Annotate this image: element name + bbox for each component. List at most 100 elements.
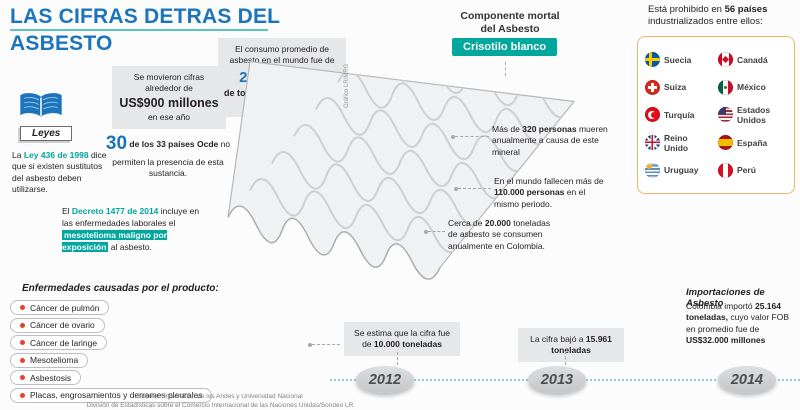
country-name: Suiza <box>664 82 687 93</box>
component-label-line2: del Asbesto <box>480 23 540 36</box>
c3-post: toneladas de asbesto se consumen anualme… <box>448 218 551 251</box>
country-name: Suecia <box>664 54 692 65</box>
timeline-leader-line <box>308 342 340 347</box>
c3-figure: 20.000 <box>484 218 511 228</box>
figure-2013-box: La cifra bajó a 15.961 toneladas <box>518 328 624 363</box>
imports-mid: cuyo valor FOB en promedio fue de <box>686 312 789 334</box>
c1-figure: 320 personas <box>522 124 577 134</box>
bullet-dot-icon <box>20 375 25 380</box>
component-label: Componente mortal del Asbesto <box>428 10 592 36</box>
banned-intro: Está prohibido en 56 países industrializ… <box>648 4 794 28</box>
c2-pre: En el mundo fallecen más de <box>494 176 604 186</box>
disease-label: Cáncer de laringe <box>30 337 98 348</box>
disease-item: Mesotelioma <box>10 352 89 368</box>
espana-flag-icon <box>718 135 733 151</box>
bullet-dot-icon <box>20 392 25 398</box>
callout-leader-line <box>451 134 489 139</box>
country-row: Reino Unido <box>645 129 714 157</box>
imports-pre: Colombia importó <box>686 301 755 311</box>
bullet-dot-icon <box>20 305 25 310</box>
corrugated-asbestos-sheet-illustration <box>227 60 576 280</box>
country-row: Suiza <box>645 74 714 102</box>
banned-intro-post: industrializados entre ellos: <box>648 15 763 27</box>
laws-label: Leyes <box>20 126 73 141</box>
ocde-stat: 30 de los 33 países Ocde no permiten la … <box>100 132 236 179</box>
estimate-2012-box: Se estima que la cifra fue de 10.000 ton… <box>344 322 460 357</box>
moved-post: en ese año <box>147 112 191 123</box>
bullet-dot-icon <box>20 322 25 328</box>
diseases-list: Cáncer de pulmón Cáncer de ovario Cáncer… <box>10 300 213 403</box>
turquia-flag-icon <box>645 107 660 123</box>
country-row: Uruguay <box>645 156 714 184</box>
estados-unidos-flag-icon <box>718 107 733 123</box>
disease-item: Cáncer de pulmón <box>10 300 110 315</box>
crisotilo-badge: Crisotilo blanco <box>452 38 558 56</box>
disease-item: Cáncer de laringe <box>10 335 108 350</box>
source-line1: Fuente: Universidad de los Andes y Unive… <box>137 393 303 400</box>
country-name: Canadá <box>737 54 768 65</box>
ocde-bold: de los 33 países Ocde <box>127 139 219 149</box>
country-row: Perú <box>718 156 787 184</box>
decree-pre: El <box>62 206 72 216</box>
source-footnote: Fuente: Universidad de los Andes y Unive… <box>60 393 380 410</box>
decree-mid: incluye en las enfermedades laborales el <box>62 206 200 228</box>
open-book-icon <box>20 93 62 117</box>
imports-paragraph: Colombia importó 25.164 toneladas, cuyo … <box>686 301 794 347</box>
badge-leader-line <box>505 62 506 76</box>
bullet-dot-icon <box>20 357 25 363</box>
suiza-flag-icon <box>645 79 660 95</box>
country-row: México <box>718 74 787 102</box>
law-pre: La <box>12 150 24 160</box>
deaths-320-callout: Más de 320 personas mueren anualmente a … <box>492 124 610 158</box>
year-badge-2013: 2013 <box>528 366 586 393</box>
deaths-110000-callout: En el mundo fallecen más de 110.000 pers… <box>494 176 612 210</box>
c3-pre: Cerca de <box>448 218 485 228</box>
estimate-2012-pre: Se estima que la cifra fue de <box>354 328 450 350</box>
figure-2013-figure: 15.961 toneladas <box>551 334 612 356</box>
estimate-2012-figure: 10.000 toneladas <box>373 339 442 350</box>
country-name: Estados Unidos <box>737 104 771 125</box>
component-label-line1: Componente mortal <box>460 10 560 22</box>
disease-label: Asbestosis <box>30 372 72 383</box>
imports-value: US$32.000 millones <box>686 335 766 346</box>
connector-2012 <box>397 352 398 365</box>
country-row: Canadá <box>718 46 787 74</box>
ocde-count: 30 <box>105 133 128 154</box>
disease-label: Placas, engrosamientos y derrames pleura… <box>30 390 203 400</box>
country-row: Estados Unidos <box>718 101 787 129</box>
reino-unido-flag-icon <box>645 135 660 151</box>
suecia-flag-icon <box>645 52 660 68</box>
country-row: Turquía <box>645 101 714 129</box>
uruguay-flag-icon <box>645 162 660 178</box>
country-name: Uruguay <box>664 165 699 176</box>
disease-label: Mesotelioma <box>30 355 79 365</box>
disease-item: Cáncer de ovario <box>10 317 105 333</box>
c1-pre: Más de <box>492 124 523 134</box>
decree-post: al asbesto. <box>108 241 152 252</box>
c2-post: en el mismo periodo. <box>494 187 586 209</box>
disease-item: Placas, engrosamientos y derrames pleura… <box>10 387 213 403</box>
country-row: Suecia <box>645 46 714 74</box>
figure-2013-pre: La cifra bajó a <box>530 334 586 344</box>
law-436-paragraph: La Ley 436 de 1998 dice que si existen s… <box>12 150 110 196</box>
connector-2013 <box>565 351 566 365</box>
banned-intro-count: 56 países <box>724 4 768 15</box>
country-name: España <box>737 137 768 148</box>
decree-1477-paragraph: El Decreto 1477 de 2014 incluye en las e… <box>62 206 202 254</box>
ocde-rest: no permiten la presencia de esta sustanc… <box>112 139 231 178</box>
consumed-20000-callout: Cerca de 20.000 toneladas de asbesto se … <box>448 218 552 252</box>
country-row: España <box>718 129 787 157</box>
imports-heading: Importaciones de Asbesto <box>686 287 765 309</box>
diseases-heading: Enfermedades causadas por el producto: <box>22 283 219 294</box>
source-line2: División de Estadísticas sobre el Comerc… <box>86 401 354 409</box>
law-number: Ley 436 de 1998 <box>23 150 89 160</box>
mexico-flag-icon <box>718 79 733 95</box>
c2-figure: 110.000 personas <box>494 187 565 198</box>
country-name: Perú <box>737 165 756 176</box>
page-title-line2: ASBESTO <box>10 32 113 55</box>
moved-pre: Se movieron cifras alrededor de <box>133 72 205 94</box>
decree-number: Decreto 1477 de 2014 <box>71 206 159 216</box>
country-name: Reino Unido <box>664 132 689 153</box>
year-badge-2012: 2012 <box>356 366 414 393</box>
consumption-pre: El consumo promedio de asbesto en el mun… <box>229 44 335 66</box>
